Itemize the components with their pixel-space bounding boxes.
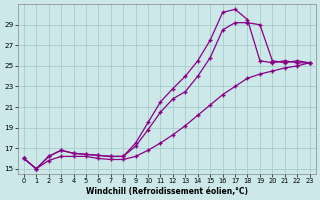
X-axis label: Windchill (Refroidissement éolien,°C): Windchill (Refroidissement éolien,°C) [86,187,248,196]
